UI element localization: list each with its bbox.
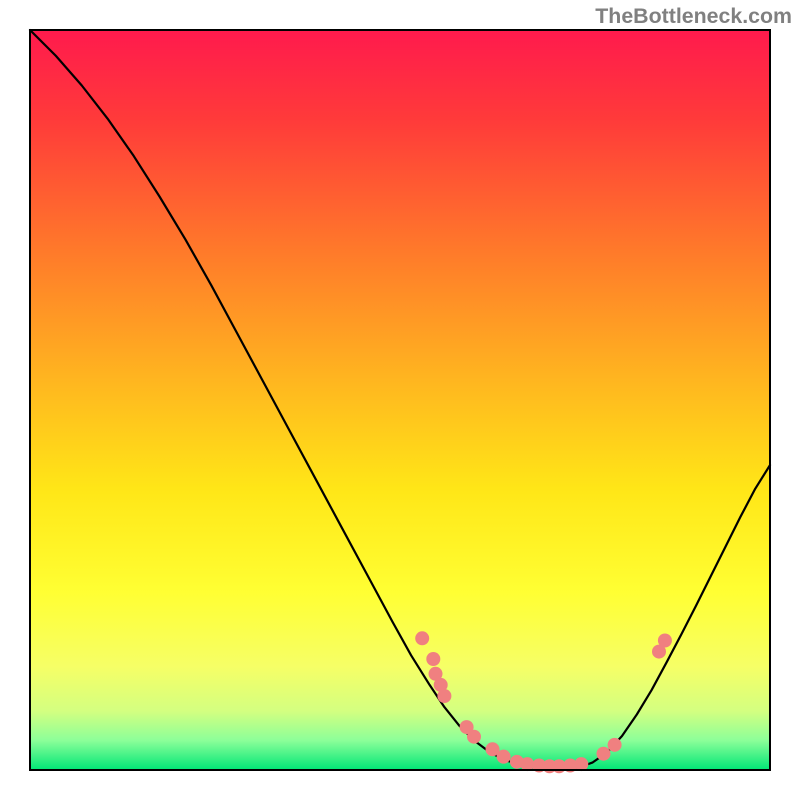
data-marker	[497, 750, 511, 764]
chart-stage: TheBottleneck.com	[0, 0, 800, 800]
data-marker	[608, 738, 622, 752]
data-marker	[574, 757, 588, 771]
data-marker	[437, 689, 451, 703]
data-marker	[658, 634, 672, 648]
plot-background	[30, 30, 770, 770]
data-marker	[426, 652, 440, 666]
data-marker	[467, 730, 481, 744]
data-marker	[415, 631, 429, 645]
data-marker	[520, 757, 534, 771]
data-marker	[597, 747, 611, 761]
bottleneck-chart	[0, 0, 800, 800]
